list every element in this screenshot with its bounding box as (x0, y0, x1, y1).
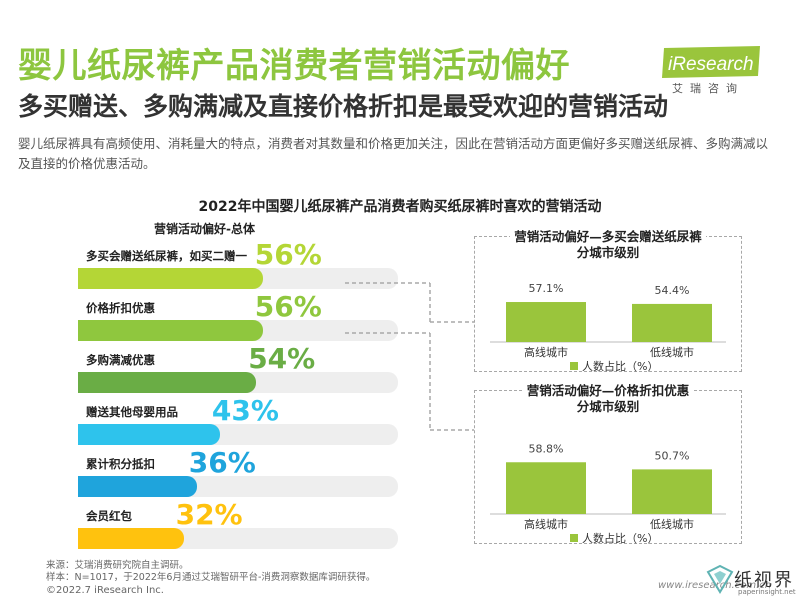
bar-value-label: 54% (248, 342, 316, 375)
bar-label: 多购满减优惠 (86, 353, 155, 367)
bar-value-label: 32% (175, 498, 243, 531)
bar-label: 多买会赠送纸尿裤，如买二赠一 (86, 249, 247, 263)
bar-label: 价格折扣优惠 (86, 301, 155, 315)
panel-title: 营销活动偏好—多买会赠送纸尿裤 分城市级别 (474, 229, 742, 261)
bar (78, 320, 263, 341)
bar-value-label: 50.7% (655, 449, 690, 462)
bar-track (78, 268, 398, 289)
iresearch-logo: iResearch (662, 46, 762, 84)
watermark-icon (706, 564, 734, 594)
legend-swatch (570, 534, 578, 542)
legend-swatch (570, 362, 578, 370)
copyright-text: ©2022.7 iResearch Inc. (46, 585, 164, 596)
bar-track (78, 476, 398, 497)
logo-subtitle: 艾瑞咨询 (672, 82, 744, 95)
bar (506, 462, 586, 514)
bar-value-label: 58.8% (529, 442, 564, 455)
left-chart-subtitle: 营销活动偏好-总体 (154, 222, 255, 236)
chart-title: 2022年中国婴儿纸尿裤产品消费者购买纸尿裤时喜欢的营销活动 (198, 199, 602, 215)
bar (632, 303, 712, 342)
source-note: 来源：艾瑞消费研究院自主调研。 (46, 560, 189, 571)
tick-label: 高线城市 (524, 345, 568, 359)
logo-text: iResearch (668, 54, 754, 75)
watermark-url: paperinsight.net (738, 588, 796, 596)
page-title: 婴儿纸尿裤产品消费者营销活动偏好 (18, 46, 570, 86)
bar-track (78, 372, 398, 393)
bar (78, 476, 197, 497)
panel-title: 营销活动偏好—价格折扣优惠 分城市级别 (474, 383, 742, 415)
bar (78, 372, 257, 393)
bar-value-label: 43% (211, 394, 279, 427)
bar (78, 268, 263, 289)
bar-label: 累计积分抵扣 (86, 457, 155, 471)
bar-label: 会员红包 (86, 509, 132, 523)
bar (506, 302, 586, 342)
watermark-text: 纸视界 (734, 570, 794, 591)
bar-value-label: 56% (254, 238, 322, 271)
bar-track (78, 528, 398, 549)
website-link[interactable]: www.iresearch.com.cn (658, 580, 772, 591)
bar-value-label: 56% (254, 290, 322, 323)
sample-note: 样本：N=1017，于2022年6月通过艾瑞智研平台-消费洞察数据库调研获得。 (46, 572, 376, 583)
bar-value-label: 36% (188, 446, 256, 479)
tick-label: 高线城市 (524, 517, 568, 531)
page-subtitle: 多买赠送、多购满减及直接价格折扣是最受欢迎的营销活动 (18, 92, 669, 121)
bar-label: 赠送其他母婴用品 (86, 405, 178, 419)
tick-label: 低线城市 (650, 345, 694, 359)
bar (78, 424, 220, 445)
tick-label: 低线城市 (650, 517, 694, 531)
bar-value-label: 54.4% (655, 284, 690, 297)
legend-label: 人数占比（%） (582, 531, 658, 544)
legend-label: 人数占比（%） (582, 359, 658, 372)
bar-value-label: 57.1% (529, 282, 564, 295)
bar-track (78, 424, 398, 445)
bar-track (78, 320, 398, 341)
bar (78, 528, 184, 549)
description-text: 婴儿纸尿裤具有高频使用、消耗量大的特点，消费者对其数量和价格更加关注，因此在营销… (18, 136, 769, 171)
bar (632, 469, 712, 514)
